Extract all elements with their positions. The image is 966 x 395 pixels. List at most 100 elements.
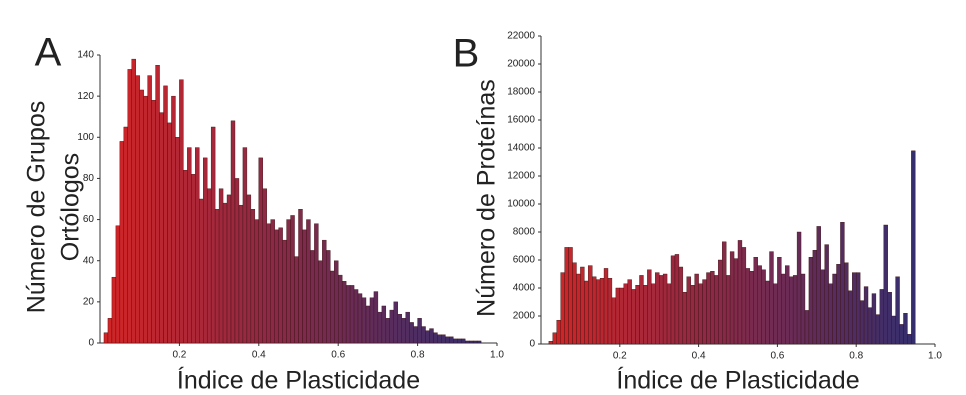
bar: [369, 297, 375, 344]
bar: [584, 280, 589, 345]
bar: [282, 239, 287, 344]
bar: [631, 289, 636, 345]
bar: [572, 262, 577, 345]
bar: [757, 265, 762, 345]
bar: [588, 265, 593, 345]
bar: [373, 291, 379, 344]
y-tick-label: 14000: [507, 143, 535, 154]
bar: [722, 241, 727, 345]
y-tick-label: 16000: [507, 115, 535, 126]
bar: [421, 326, 426, 344]
x-tick-label: 0.4: [252, 350, 266, 361]
bar: [155, 65, 160, 344]
bar: [349, 285, 355, 344]
bar: [659, 275, 664, 345]
y-tick-label: 0: [88, 338, 94, 349]
bar: [706, 272, 711, 345]
bar: [286, 219, 291, 344]
bar: [310, 250, 315, 344]
bar: [175, 137, 180, 344]
bar: [718, 259, 723, 345]
bar: [848, 290, 853, 345]
bar: [389, 309, 394, 344]
y-axis-label: Número de Proteínas: [473, 79, 501, 317]
bar: [556, 320, 561, 345]
bar: [800, 273, 806, 345]
bar: [639, 275, 644, 345]
bar: [222, 202, 228, 344]
bar: [789, 276, 794, 345]
bar: [580, 266, 585, 345]
bar: [417, 318, 422, 344]
bar: [330, 270, 335, 344]
x-tick-label: 1.0: [490, 350, 504, 361]
bar: [714, 275, 719, 345]
bar: [449, 336, 454, 344]
x-axis-label: Índice de Plasticidade: [616, 366, 859, 395]
bar: [465, 340, 470, 344]
y-tick-label: 10000: [507, 199, 535, 210]
y-tick-label: 12000: [507, 171, 535, 182]
panel-letter: A: [35, 31, 62, 75]
bar: [290, 215, 295, 344]
bar: [314, 223, 319, 344]
bar: [107, 318, 113, 344]
bar: [115, 225, 121, 344]
bar: [195, 147, 200, 344]
x-tick-label: 1.0: [928, 351, 942, 362]
bar: [599, 278, 605, 345]
x-tick-label: 0.4: [692, 351, 706, 362]
bar: [595, 279, 601, 345]
bar: [781, 273, 786, 345]
bar: [385, 318, 391, 344]
bar: [678, 266, 684, 345]
y-tick-label: 80: [83, 173, 95, 184]
bar: [131, 58, 136, 344]
x-tick-label: 0.6: [770, 351, 784, 362]
bar: [745, 268, 751, 345]
bar: [651, 283, 656, 345]
bar: [306, 219, 311, 344]
bar: [552, 332, 557, 345]
bar: [318, 260, 323, 344]
bar: [302, 229, 307, 344]
bar: [655, 272, 660, 345]
bar: [127, 69, 132, 344]
bar: [119, 141, 125, 344]
y-tick-label: 140: [77, 50, 94, 61]
bar: [761, 269, 766, 345]
y-tick-label: 22000: [507, 31, 535, 42]
bar: [903, 313, 908, 345]
y-axis-label: Ortólogos: [57, 153, 85, 261]
bar: [907, 334, 912, 345]
bar: [171, 95, 176, 344]
bar: [230, 120, 236, 344]
bar: [429, 328, 434, 344]
bar: [899, 324, 904, 345]
bar: [603, 268, 609, 345]
panel-letter: B: [453, 32, 480, 76]
bar: [179, 79, 184, 344]
bar: [560, 272, 565, 345]
bar: [405, 311, 410, 344]
bar: [139, 89, 144, 344]
bar: [737, 240, 743, 345]
y-tick-label: 4000: [513, 283, 536, 294]
bar: [690, 285, 695, 345]
bar: [393, 301, 398, 344]
bar: [334, 260, 339, 344]
bar: [425, 330, 430, 344]
bar: [662, 273, 668, 345]
bar: [694, 273, 699, 345]
x-tick-label: 0.8: [849, 351, 863, 362]
bar: [242, 147, 248, 344]
bar: [871, 293, 877, 345]
bar: [785, 265, 790, 345]
bar: [413, 326, 418, 344]
bar: [796, 231, 802, 345]
bar: [895, 276, 900, 345]
bar: [753, 257, 758, 345]
bar: [357, 293, 363, 344]
bar: [564, 247, 569, 345]
